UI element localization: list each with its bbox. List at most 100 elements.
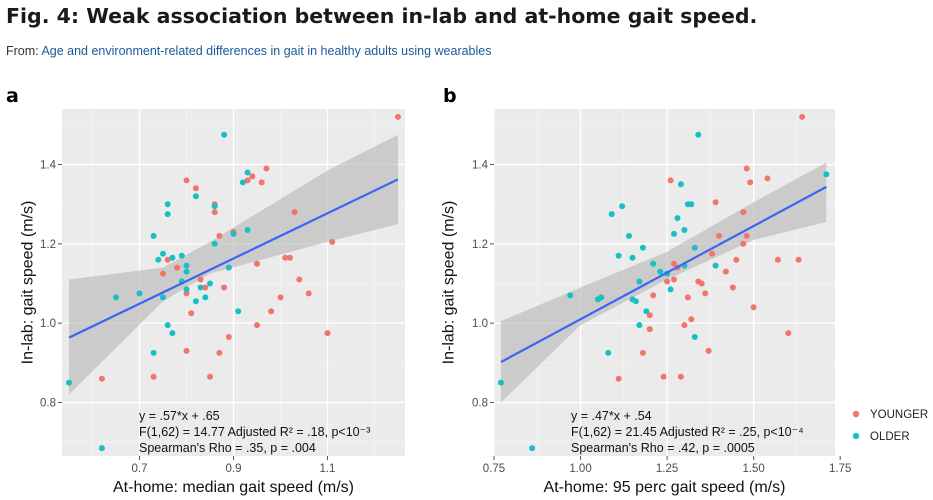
panel-a-older-point-13: [169, 330, 176, 337]
panel-a-older-point-0: [66, 379, 72, 386]
panel-b-younger-point-0: [615, 375, 622, 382]
panel-b-annotation-2: Spearman's Rho = .42, p = .0005: [571, 441, 755, 455]
panel-a-older-point-20: [192, 193, 199, 200]
legend-younger-label: YOUNGER: [870, 409, 928, 421]
panel-b-older-point-16: [643, 308, 650, 315]
panel-a-tick-label-y-1: 1.0: [40, 318, 56, 330]
panel-b-older-point-13: [636, 278, 643, 285]
panel-b-older-point-10: [629, 254, 636, 261]
panel-b-older-point-17: [650, 260, 657, 267]
panel-b-tick-label-x-3: 1.50: [742, 463, 764, 475]
panel-a-older-point-11: [164, 322, 171, 329]
panel-b-younger-point-14: [688, 316, 695, 323]
source-link[interactable]: Age and environment-related differences …: [41, 44, 492, 58]
panel-a-younger-point-18: [225, 334, 232, 340]
panel-a-older-point-19: [192, 298, 199, 305]
source-line: From: Age and environment-related differ…: [6, 44, 492, 58]
panel-a-younger-point-29: [286, 254, 293, 261]
panel-b-older-point-23: [677, 181, 684, 188]
panel-b-older-point-30: [695, 131, 702, 138]
panel-a-annotation-2: Spearman's Rho = .35, p = .004: [139, 441, 316, 455]
panel-a-younger-point-2: [160, 270, 166, 277]
panel-b-younger-point-6: [664, 278, 671, 285]
panel-a-older-point-3: [136, 290, 143, 297]
panel-b-younger-point-27: [743, 165, 750, 172]
panel-a-younger-point-22: [254, 260, 260, 267]
panel-a-older-point-28: [230, 230, 237, 237]
panel-b-younger-point-34: [799, 113, 806, 120]
panel-b-younger-point-33: [795, 256, 802, 263]
panel-a-younger-point-32: [305, 290, 312, 297]
panel-b-older-point-29: [691, 244, 698, 251]
panel-b-annotation-0: y = .47*x + .54: [571, 409, 652, 423]
panel-a-older-point-26: [221, 131, 228, 138]
panel-b-older-point-4: [598, 294, 605, 301]
panel-b-younger-point-31: [774, 256, 781, 263]
panel-a-older-point-18: [183, 286, 190, 293]
panel-b-older-point-21: [671, 230, 677, 237]
panel-a-older-point-10: [164, 211, 171, 218]
panel-a-older-point-4: [150, 232, 157, 239]
panel-a-tick-label-x-0: 0.7: [132, 463, 148, 475]
panel-a-tick-label-y-3: 1.4: [40, 160, 57, 172]
panel-a-fit-line: [68, 178, 399, 339]
panel-a-annotation-0: y = .57*x + .65: [139, 409, 220, 423]
panel-b-younger-point-23: [729, 284, 736, 291]
panel-b-younger-point-21: [716, 232, 722, 239]
panel-a-younger-point-24: [258, 179, 265, 186]
panel-a-tick-label-x-2: 1.1: [319, 463, 335, 475]
panel-a-x-axis-label: At-home: median gait speed (m/s): [113, 479, 354, 496]
panel-a-younger-point-33: [324, 330, 331, 337]
panel-b-tick-label-y-3: 1.4: [472, 160, 489, 172]
panel-a-older-point-27: [225, 264, 232, 271]
panel-a-older-point-2: [113, 294, 119, 301]
panel-a-younger-point-4: [174, 264, 181, 271]
panel-b-older-point-0: [497, 379, 504, 386]
panel-b-younger-point-13: [684, 294, 691, 301]
panel-a-older-point-23: [207, 280, 213, 287]
panel-b-tick-label-x-2: 1.25: [656, 463, 678, 475]
panel-b-older-point-32: [823, 171, 830, 178]
panel-a-older-point-8: [160, 294, 166, 301]
panel-b-y-axis-label: In-lab: gait speed (m/s): [441, 201, 458, 365]
panel-b-older-point-7: [615, 252, 622, 259]
panel-a-younger-point-1: [150, 373, 157, 380]
panel-b-younger-point-2: [646, 312, 653, 319]
panel-a-older-point-9: [164, 201, 171, 208]
panel-a-annotation-1: F(1,62) = 14.77 Adjusted R² = .18, p<10⁻…: [139, 425, 370, 439]
panel-a-older-point-6: [155, 256, 162, 263]
panel-b-younger-point-18: [705, 347, 712, 354]
panel-a-older-point-32: [244, 227, 251, 233]
panel-b-younger-point-32: [785, 330, 792, 337]
panel-b-tick-label-x-1: 1.00: [569, 463, 591, 475]
panel-a-younger-point-25: [263, 165, 270, 172]
panel-b-younger-point-25: [740, 240, 747, 247]
panel-a-older-point-15: [178, 252, 185, 259]
panel-a-younger-point-27: [277, 294, 284, 301]
panel-b-older-point-22: [674, 215, 681, 222]
panel-b-older-point-15: [639, 244, 646, 251]
panel-b-annotation-1: F(1,62) = 21.45 Adjusted R² = .25, p<10⁻…: [571, 425, 804, 439]
panel-a-tick-label-y-0: 0.8: [40, 397, 56, 409]
panel-b-younger-point-9: [671, 276, 677, 283]
panel-b-older-point-6: [608, 211, 615, 218]
panel-a-younger-point-15: [216, 349, 223, 356]
panel-a-younger-point-9: [192, 185, 199, 192]
from-label: From:: [6, 44, 39, 58]
panel-a-younger-point-34: [329, 238, 336, 245]
panel-b-younger-point-26: [740, 209, 747, 216]
panel-a-older-point-31: [244, 169, 251, 176]
panel-b-tick-label-x-4: 1.75: [829, 463, 851, 475]
panel-b-younger-point-29: [750, 304, 757, 311]
panel-a-y-axis-label: In-lab: gait speed (m/s): [20, 201, 37, 365]
panel-a-younger-point-11: [202, 284, 209, 291]
panel-a-younger-point-16: [216, 232, 223, 239]
panel-a-older-point-30: [239, 179, 246, 186]
panel-a-younger-point-3: [164, 256, 171, 263]
panel-b-older-point-31: [712, 262, 719, 269]
panel-b-older-point-20: [667, 286, 674, 293]
panel-a-older-point-16: [183, 268, 190, 275]
panel-a-younger-point-23: [254, 322, 260, 329]
panel-a-older-point-7: [160, 250, 166, 257]
